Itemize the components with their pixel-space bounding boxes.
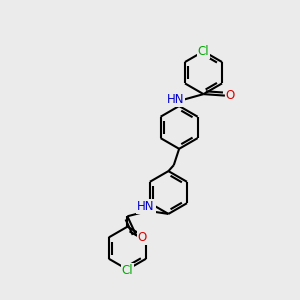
Text: O: O [226, 89, 235, 102]
Text: O: O [138, 231, 147, 244]
Text: Cl: Cl [122, 264, 133, 277]
Text: HN: HN [137, 200, 154, 213]
Text: Cl: Cl [198, 45, 209, 58]
Text: HN: HN [167, 93, 184, 106]
